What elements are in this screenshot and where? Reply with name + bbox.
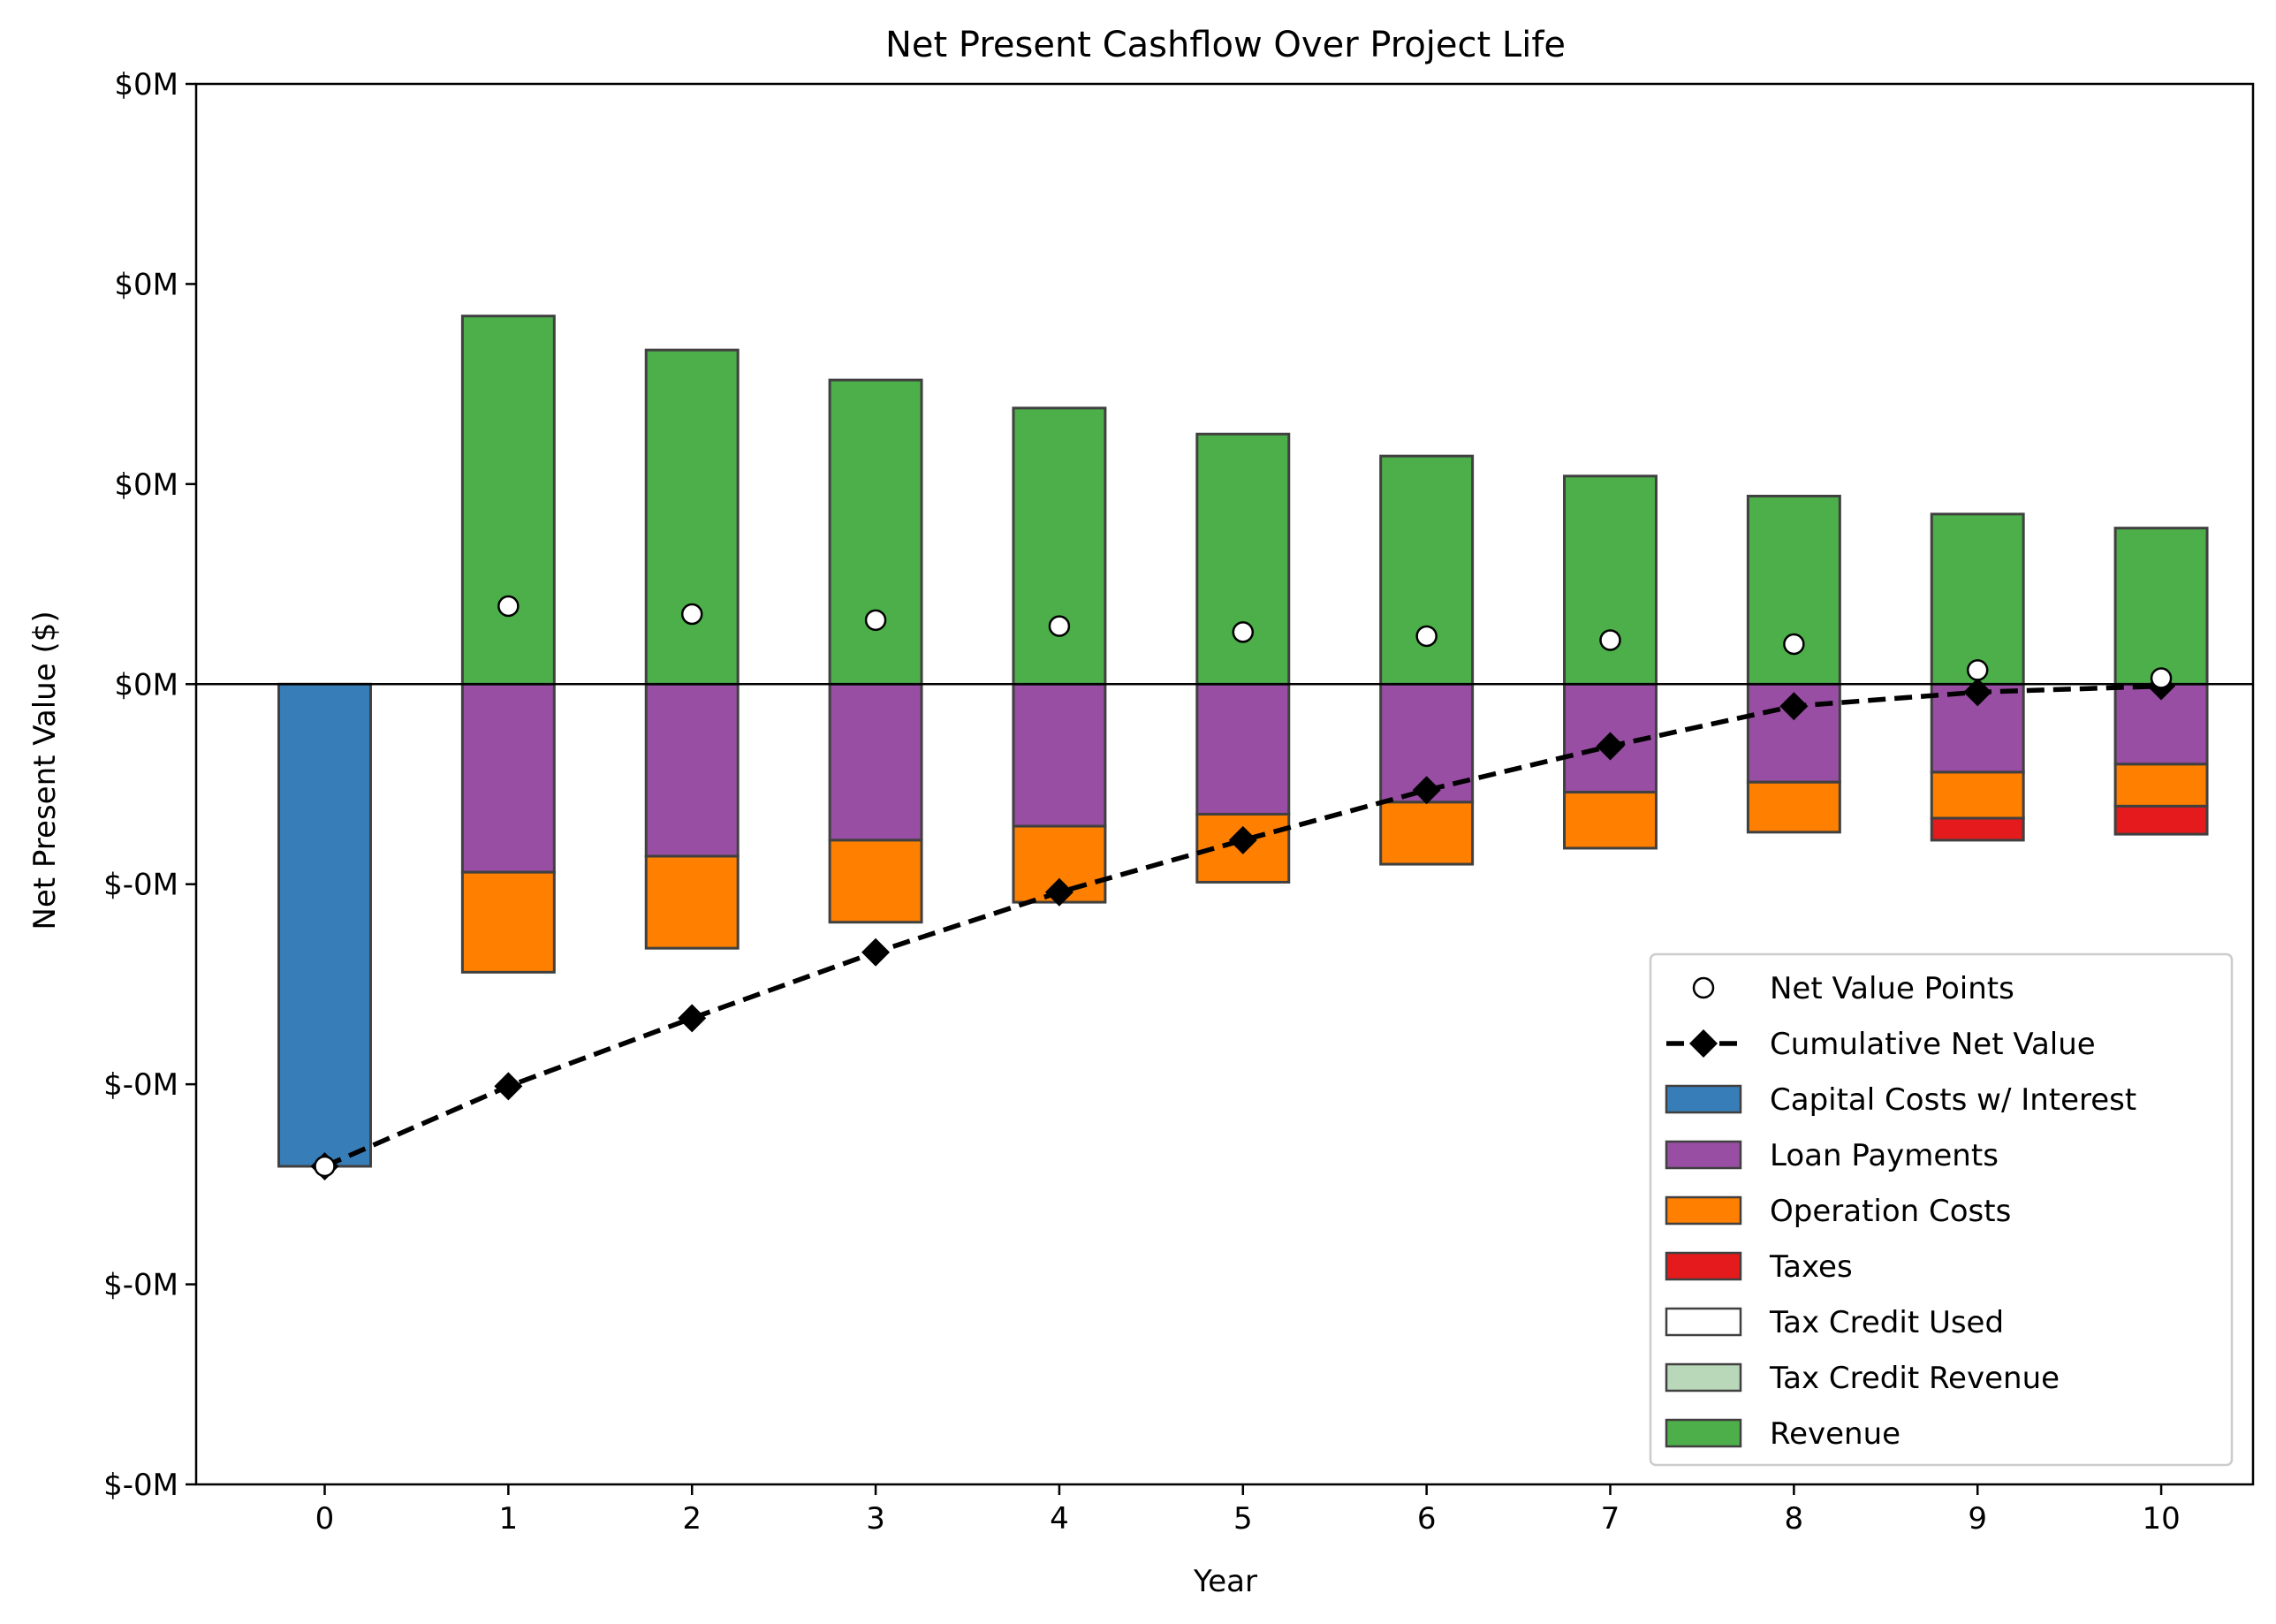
net-value-point-year-7 — [1599, 629, 1621, 651]
cumulative-net-value-marker-year-8 — [1779, 692, 1809, 721]
legend-label-operation-costs: Operation Costs — [1770, 1194, 2011, 1229]
chart-title: Net Present Cashflow Over Project Life — [885, 25, 1566, 65]
legend: Net Value Points Cumulative Net Value Capi… — [1649, 952, 2234, 1467]
x-tick-label: 4 — [1050, 1501, 1069, 1537]
bar-revenue-year-3 — [828, 378, 923, 686]
axes-frame — [194, 82, 2255, 1486]
net-value-point-year-8 — [1783, 633, 1805, 656]
net-value-point-year-9 — [1966, 659, 1989, 681]
cumulative-net-value-marker-year-7 — [1596, 732, 1625, 761]
bar-capital-costs-w-interest-year-0 — [277, 682, 372, 1168]
x-tick-label: 7 — [1601, 1501, 1620, 1537]
bar-revenue-year-6 — [1379, 454, 1475, 686]
bar-operation-costs-year-7 — [1563, 791, 1658, 850]
bar-revenue-year-8 — [1746, 494, 1841, 686]
legend-label-capital-costs-w-interest: Capital Costs w/ Interest — [1770, 1082, 2136, 1118]
bar-operation-costs-year-2 — [644, 854, 740, 950]
cumulative-net-value-marker-year-9 — [1963, 678, 1992, 707]
legend-label-net-value-points: Net Value Points — [1770, 971, 2014, 1006]
bar-operation-costs-year-10 — [2113, 763, 2209, 808]
bar-operation-costs-year-3 — [828, 839, 923, 924]
legend-marker-cumulative-net-value — [1689, 1029, 1718, 1058]
bar-revenue-year-2 — [644, 348, 740, 686]
cumulative-net-value-marker-year-4 — [1044, 877, 1074, 907]
legend-frame — [1649, 952, 2234, 1467]
bar-loan-payments-year-4 — [1012, 682, 1107, 828]
bar-taxes-year-10 — [2113, 804, 2209, 836]
bar-revenue-year-1 — [460, 315, 556, 686]
bar-revenue-year-10 — [2113, 527, 2209, 686]
bar-revenue-year-4 — [1012, 406, 1107, 686]
bar-revenue-year-7 — [1563, 474, 1658, 686]
legend-swatch-tax-credit-revenue — [1665, 1362, 1742, 1393]
x-tick-label: 2 — [682, 1501, 702, 1537]
net-value-point-year-4 — [1048, 615, 1071, 637]
bar-taxes-year-9 — [1930, 816, 2025, 842]
y-tick-label: $0M — [114, 267, 178, 302]
bar-revenue-year-5 — [1195, 432, 1291, 686]
bar-loan-payments-year-3 — [828, 682, 923, 842]
x-tick-label: 8 — [1785, 1501, 1804, 1537]
cumulative-net-value-marker-year-1 — [494, 1072, 523, 1101]
legend-swatch-capital-costs-w-interest — [1665, 1084, 1742, 1114]
x-tick-label: 6 — [1417, 1501, 1437, 1537]
bar-operation-costs-year-8 — [1746, 780, 1841, 834]
y-tick-label: $-0M — [103, 1468, 178, 1503]
cumulative-net-value-marker-year-5 — [1228, 825, 1257, 854]
x-axis-title: Year — [1193, 1564, 1257, 1599]
legend-swatch-loan-payments — [1665, 1140, 1742, 1170]
y-tick-label: $0M — [114, 67, 178, 102]
legend-label-cumulative-net-value: Cumulative Net Value — [1770, 1027, 2096, 1062]
cumulative-net-value-marker-year-3 — [861, 937, 891, 967]
net-value-point-year-0 — [314, 1155, 336, 1178]
legend-swatch-tax-credit-used — [1665, 1307, 1742, 1337]
bar-operation-costs-year-1 — [460, 870, 556, 974]
legend-label-tax-credit-used: Tax Credit Used — [1769, 1305, 2004, 1340]
y-tick-label: $-0M — [103, 868, 178, 903]
legend-swatch-revenue — [1665, 1418, 1742, 1448]
net-value-point-year-10 — [2150, 667, 2173, 689]
plot-area: $-0M $-0M $-0M $-0M $0M $0M $0M $0M 0 1 2 3 4 5 6 7 8 9 10 — [103, 67, 2255, 1537]
x-tick-label: 5 — [1233, 1501, 1253, 1537]
x-tick-label: 9 — [1968, 1501, 1987, 1537]
net-value-point-year-1 — [497, 595, 520, 618]
y-tick-label: $-0M — [103, 1268, 178, 1303]
y-axis-title: Net Present Value ($) — [27, 611, 63, 930]
bar-loan-payments-year-1 — [460, 682, 556, 874]
bar-operation-costs-year-6 — [1379, 801, 1475, 866]
cumulative-net-value-line — [323, 683, 2162, 1169]
y-tick-label: $0M — [114, 667, 178, 702]
net-value-point-year-5 — [1232, 621, 1255, 643]
y-tick-label: $-0M — [103, 1067, 178, 1103]
bar-operation-costs-year-9 — [1930, 770, 2025, 820]
bar-revenue-year-9 — [1930, 512, 2025, 686]
legend-label-loan-payments: Loan Payments — [1770, 1138, 1999, 1173]
bar-loan-payments-year-2 — [644, 682, 740, 858]
y-tick-label: $0M — [114, 467, 178, 503]
net-value-point-year-6 — [1415, 625, 1438, 648]
bar-loan-payments-year-5 — [1195, 682, 1291, 816]
net-value-point-year-3 — [864, 609, 887, 632]
x-tick-label: 10 — [2142, 1501, 2180, 1537]
x-tick-label: 3 — [866, 1501, 885, 1537]
net-value-point-year-2 — [680, 603, 703, 626]
legend-label-taxes: Taxes — [1769, 1249, 1853, 1285]
legend-marker-net-value-points — [1692, 976, 1715, 999]
cumulative-net-value-marker-year-2 — [678, 1004, 707, 1033]
legend-label-tax-credit-revenue: Tax Credit Revenue — [1769, 1361, 2060, 1396]
legend-label-revenue: Revenue — [1770, 1416, 1900, 1452]
legend-swatch-taxes — [1665, 1251, 1742, 1281]
x-tick-label: 1 — [499, 1501, 519, 1537]
legend-swatch-operation-costs — [1665, 1195, 1742, 1226]
cumulative-net-value-marker-year-6 — [1412, 776, 1441, 805]
x-tick-label: 0 — [315, 1501, 335, 1537]
